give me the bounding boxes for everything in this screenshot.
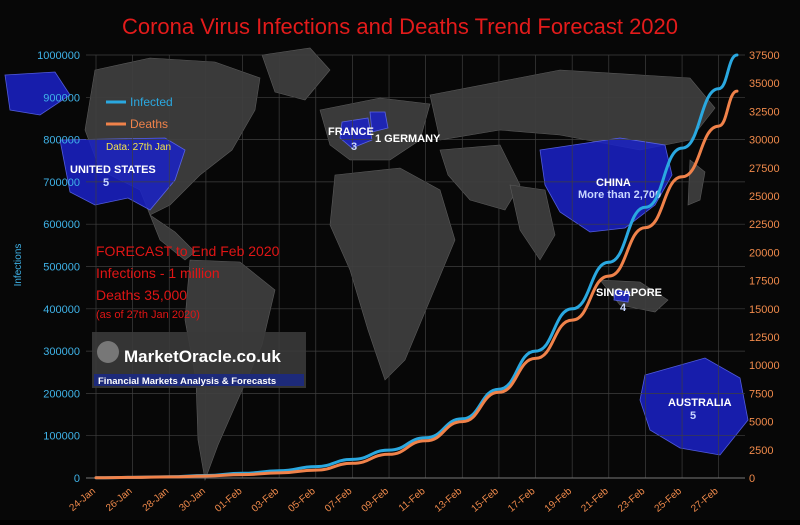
watermark-tagline: Financial Markets Analysis & Forecasts [98, 376, 276, 387]
map-label-france-count: 3 [351, 141, 357, 153]
map-label-us: UNITED STATES [70, 164, 156, 176]
y-axis-label: Infections [13, 244, 24, 287]
map-label-france: FRANCE [328, 126, 374, 138]
x-tick-label: 13-Feb [433, 486, 465, 515]
y-tick-label-right: 5000 [749, 417, 773, 429]
y-tick-label-left: 1000000 [37, 50, 80, 62]
forecast-line-4: (as of 27th Jan 2020) [96, 309, 200, 321]
map-label-australia-count: 5 [690, 410, 696, 422]
y-tick-label-left: 100000 [43, 431, 80, 443]
map-label-germany: 1 GERMANY [375, 133, 441, 145]
map-highlight-australia [639, 357, 749, 456]
y-axis-left-ticks: 0 100000 200000 300000 400000 500000 600000 700… [37, 50, 80, 485]
x-tick-label: 15-Feb [469, 486, 501, 515]
y-tick-label-right: 22500 [749, 219, 780, 231]
forecast-line-3: Deaths 35,000 [96, 287, 187, 303]
map-label-singapore: SINGAPORE [596, 287, 662, 299]
y-tick-label-left: 400000 [43, 304, 80, 316]
y-tick-label-right: 30000 [749, 135, 780, 147]
x-tick-label: 26-Jan [104, 486, 134, 514]
map-highlight-singapore [613, 289, 631, 303]
y-tick-label-right: 20000 [749, 247, 780, 259]
map-highlight-us [59, 137, 186, 211]
y-tick-label-right: 2500 [749, 445, 773, 457]
legend: Infected Deaths Data: 27th Jan [106, 95, 173, 153]
watermark: MarketOracle.co.uk Financial Markets Ana… [92, 332, 306, 388]
x-tick-label: 01-Feb [213, 486, 245, 515]
map-highlight-france [339, 117, 373, 149]
y-tick-label-left: 500000 [43, 262, 80, 274]
forecast-line-1: FORECAST to End Feb 2020 [96, 243, 280, 259]
legend-data-note: Data: 27th Jan [106, 142, 171, 153]
y-tick-label-left: 0 [74, 473, 80, 485]
y-tick-label-right: 25000 [749, 191, 780, 203]
x-tick-label: 27-Feb [689, 486, 721, 515]
map-label-china-count: More than 2,700 [578, 189, 661, 201]
x-tick-label: 03-Feb [250, 486, 282, 515]
map-labels: UNITED STATES 5 FRANCE 3 1 GERMANY CHINA… [70, 126, 732, 422]
chart-title: Corona Virus Infections and Deaths Trend… [122, 14, 678, 39]
x-tick-label: 25-Feb [653, 486, 685, 515]
y-tick-label-right: 17500 [749, 276, 780, 288]
forecast-annotation: FORECAST to End Feb 2020 Infections - 1 … [96, 243, 280, 321]
watermark-tagline-bg [94, 374, 304, 386]
y-tick-label-right: 7500 [749, 388, 773, 400]
series-line-deaths [94, 89, 739, 480]
y-tick-label-left: 600000 [43, 219, 80, 231]
map-label-us-count: 5 [103, 177, 109, 189]
map-label-china: CHINA [596, 177, 631, 189]
y-axis-right-ticks: 0 2500 5000 7500 10000 12500 15000 17500 20000 22… [749, 50, 780, 485]
legend-deaths-label: Deaths [130, 117, 168, 131]
x-tick-label: 19-Feb [543, 486, 575, 515]
y-tick-label-right: 37500 [749, 50, 780, 62]
watermark-brand: MarketOracle.co.uk [124, 347, 281, 366]
y-tick-label-left: 300000 [43, 346, 80, 358]
legend-infected-label: Infected [130, 95, 173, 109]
x-axis-ticks: 24-Jan 26-Jan 28-Jan 30-Jan 01-Feb 03-Feb 05-F… [67, 486, 721, 515]
x-tick-label: 05-Feb [286, 486, 318, 515]
y-tick-label-right: 0 [749, 473, 755, 485]
x-tick-label: 17-Feb [506, 486, 538, 515]
y-tick-label-right: 10000 [749, 360, 780, 372]
x-tick-label: 30-Jan [177, 486, 207, 514]
map-highlight-germany [369, 111, 389, 133]
y-tick-label-left: 800000 [43, 135, 80, 147]
x-tick-label: 11-Feb [397, 486, 428, 515]
chart-series [94, 53, 739, 480]
x-tick-label: 24-Jan [67, 486, 97, 514]
forecast-line-2: Infections - 1 million [96, 265, 220, 281]
map-label-singapore-count: 4 [620, 302, 627, 314]
x-tick-label: 07-Feb [323, 486, 355, 515]
y-tick-label-right: 15000 [749, 304, 780, 316]
x-tick-label: 09-Feb [360, 486, 392, 515]
y-tick-label-right: 27500 [749, 163, 780, 175]
x-tick-label: 23-Feb [616, 486, 648, 515]
y-tick-label-right: 35000 [749, 78, 780, 90]
x-tick-label: 28-Jan [141, 486, 171, 514]
y-tick-label-left: 200000 [43, 388, 80, 400]
watermark-logo-icon [97, 341, 119, 363]
y-tick-label-left: 900000 [43, 92, 80, 104]
x-tick-label: 21-Feb [579, 486, 611, 515]
y-tick-label-left: 700000 [43, 177, 80, 189]
map-label-australia: AUSTRALIA [668, 397, 732, 409]
world-map [4, 47, 749, 482]
y-tick-label-right: 32500 [749, 106, 780, 118]
map-highlight-alaska [4, 71, 71, 116]
y-tick-label-right: 12500 [749, 332, 780, 344]
